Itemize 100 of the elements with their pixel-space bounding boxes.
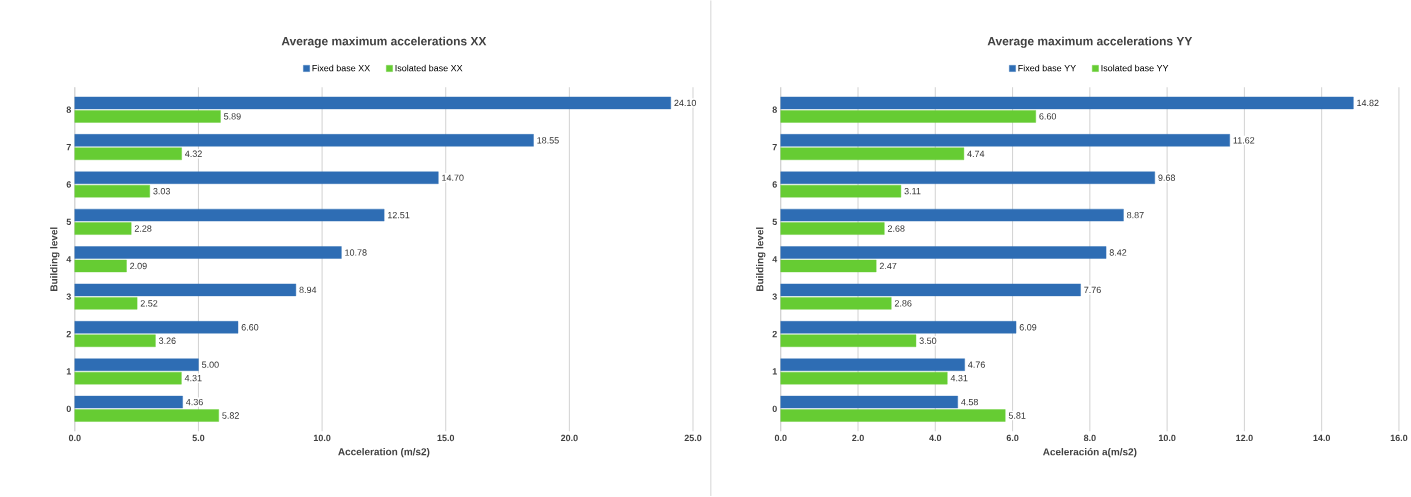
data-label: 11.62 <box>1233 137 1255 144</box>
data-label: 2.86 <box>894 300 912 307</box>
bar <box>780 334 917 348</box>
data-label: 5.00 <box>201 361 219 369</box>
data-label: 6.09 <box>1019 324 1037 331</box>
y-tick-label: 4 <box>66 256 72 263</box>
x-tick-label: 12.0 <box>1236 434 1253 442</box>
data-label: 12.51 <box>388 212 410 219</box>
data-label: 14.82 <box>1357 99 1379 107</box>
data-label: 6.60 <box>241 324 259 331</box>
y-tick-label: 6 <box>772 181 777 188</box>
y-tick-label: 1 <box>772 368 777 375</box>
data-label: 4.32 <box>185 150 202 158</box>
data-label: 5.89 <box>224 113 241 120</box>
x-tick-label: 4.0 <box>929 434 942 442</box>
data-label: 4.31 <box>184 375 202 382</box>
data-label: 3.11 <box>904 188 921 195</box>
x-tick-label: 6.0 <box>1006 434 1019 442</box>
bar <box>74 334 156 348</box>
data-label: 2.52 <box>140 300 158 307</box>
data-label: 4.36 <box>186 399 203 406</box>
chart-title: Average maximum accelerations XX <box>281 36 487 49</box>
bar <box>74 147 182 161</box>
bar <box>74 409 219 422</box>
data-label: 2.28 <box>134 225 152 232</box>
x-axis-title: Acceleration (m/s2) <box>338 448 430 458</box>
bar <box>74 321 239 334</box>
y-tick-label: 3 <box>772 293 777 301</box>
y-tick-label: 0 <box>772 405 777 413</box>
x-tick-label: 0.0 <box>774 434 787 442</box>
data-label: 4.31 <box>950 375 968 382</box>
y-tick-label: 5 <box>772 218 777 226</box>
x-tick-label: 10.0 <box>313 434 331 442</box>
bar <box>74 372 182 385</box>
data-label: 10.78 <box>345 249 367 256</box>
chart-title: Average maximum accelerations YY <box>987 36 1193 49</box>
bar <box>780 283 1081 297</box>
y-tick-label: 7 <box>772 144 777 151</box>
bar <box>780 246 1107 259</box>
data-label: 9.68 <box>1158 174 1176 182</box>
x-tick-label: 15.0 <box>437 434 455 442</box>
data-label: 2.09 <box>130 263 147 270</box>
bar <box>780 185 902 198</box>
y-tick-label: 8 <box>66 106 72 114</box>
data-label: 6.60 <box>1039 113 1057 120</box>
bar <box>780 171 1155 185</box>
bar <box>74 209 385 222</box>
y-tick-label: 4 <box>772 256 778 263</box>
bar <box>780 110 1036 123</box>
y-tick-label: 7 <box>66 144 71 151</box>
x-tick-label: 0.0 <box>68 434 81 442</box>
bar <box>780 396 958 409</box>
bar <box>74 110 221 123</box>
legend-label: Isolated base YY <box>1101 64 1169 72</box>
data-label: 5.81 <box>1008 412 1026 419</box>
data-label: 4.76 <box>968 361 985 369</box>
bar <box>780 260 877 273</box>
bar <box>74 171 439 185</box>
x-tick-label: 25.0 <box>684 434 702 442</box>
bar <box>74 134 534 147</box>
bar <box>780 222 885 235</box>
data-label: 2.68 <box>887 225 905 232</box>
data-label: 8.87 <box>1127 212 1144 219</box>
y-tick-label: 2 <box>772 331 777 338</box>
x-tick-label: 10.0 <box>1158 434 1176 442</box>
bar <box>74 283 297 297</box>
x-tick-label: 2.0 <box>852 434 864 442</box>
y-axis-title: Building level <box>756 227 766 292</box>
x-tick-label: 5.0 <box>192 434 205 442</box>
bar <box>74 185 150 198</box>
data-label: 8.42 <box>1109 249 1127 256</box>
y-tick-label: 1 <box>66 368 72 375</box>
y-tick-label: 2 <box>66 331 71 338</box>
bar <box>780 409 1006 422</box>
legend-label: Fixed base XX <box>312 64 370 72</box>
x-tick-label: 20.0 <box>560 434 578 442</box>
x-axis-title: Aceleración a(m/s2) <box>1042 448 1137 458</box>
data-label: 5.82 <box>222 412 239 419</box>
y-tick-label: 6 <box>66 181 71 188</box>
data-label: 8.94 <box>299 286 317 294</box>
bar <box>74 222 132 235</box>
data-label: 14.70 <box>442 174 464 182</box>
bar <box>780 209 1124 222</box>
y-axis-title: Building level <box>50 227 60 292</box>
bar <box>74 396 183 409</box>
legend-label: Fixed base YY <box>1018 64 1076 72</box>
x-tick-label: 14.0 <box>1313 434 1331 442</box>
bar <box>74 297 138 310</box>
y-tick-label: 8 <box>772 106 777 114</box>
bar <box>74 246 342 259</box>
bar <box>74 260 127 273</box>
bar <box>780 321 1017 334</box>
y-tick-label: 3 <box>66 293 71 301</box>
data-label: 3.03 <box>153 188 170 195</box>
data-label: 3.26 <box>158 337 176 345</box>
x-tick-label: 8.0 <box>1083 434 1096 442</box>
bar <box>780 358 965 372</box>
bar <box>74 96 671 110</box>
x-tick-label: 16.0 <box>1390 434 1408 442</box>
bar <box>780 147 965 161</box>
